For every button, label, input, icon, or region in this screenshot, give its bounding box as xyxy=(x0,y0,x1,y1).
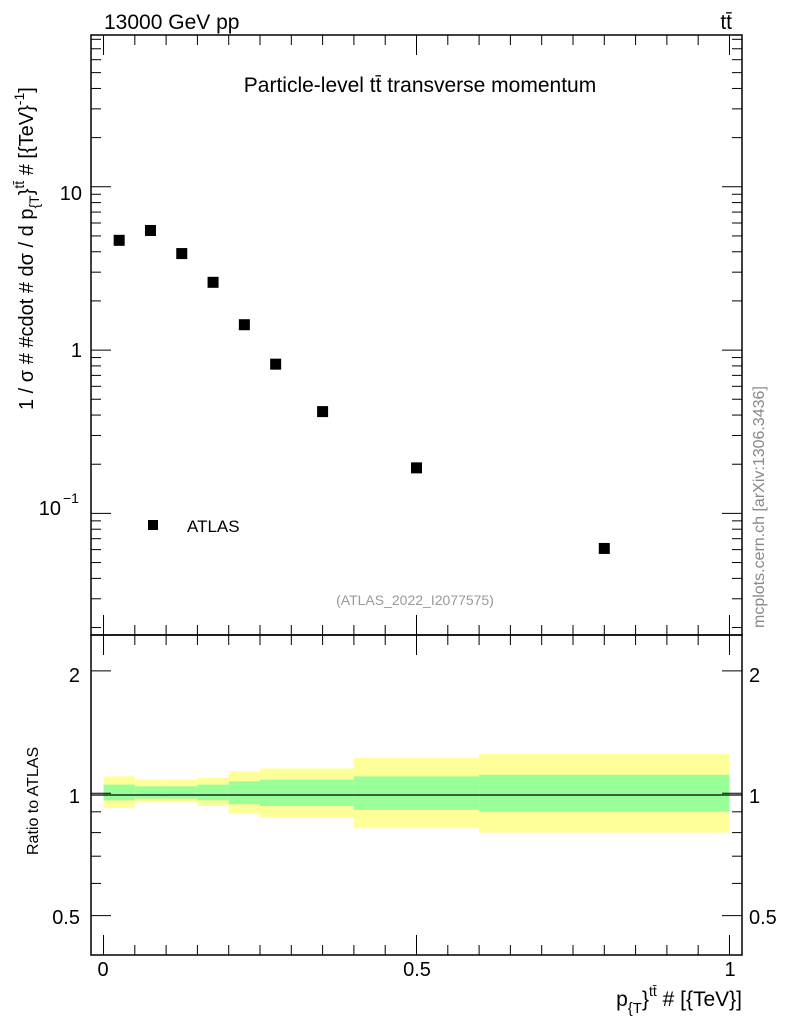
ratio-ytick-label-right-0.5: 0.5 xyxy=(749,907,777,929)
ytick-exponent: −1 xyxy=(63,490,79,506)
data-point xyxy=(598,542,610,554)
xtick-label-0: 0 xyxy=(97,959,108,981)
inner-band xyxy=(166,786,198,799)
inner-band xyxy=(134,786,167,799)
ylabel-sup: } xyxy=(16,188,38,195)
data-point xyxy=(144,224,156,236)
main-ytick-label-1: 1 xyxy=(71,340,82,362)
analysis-id: (ATLAS_2022_I2077575) xyxy=(336,592,494,608)
inner-band xyxy=(353,776,480,810)
ylabel-part-a: 1 / σ # #cdot # dσ / d p xyxy=(16,209,38,410)
energy-label: 13000 GeV pp xyxy=(104,11,239,34)
legend-label: ATLAS xyxy=(187,517,240,536)
ratio-ytick-label-1: 1 xyxy=(69,786,80,808)
ratio-uncertainty-bands xyxy=(103,753,730,833)
xlabel-sub: {T xyxy=(628,1000,642,1017)
ratio-y-axis-label: Ratio to ATLAS xyxy=(25,747,42,855)
data-point xyxy=(207,276,219,288)
main-data-points xyxy=(113,224,610,554)
data-point xyxy=(270,358,282,370)
ylabel-sub: {T xyxy=(26,195,42,209)
plot-title: Particle-level tt̄ transverse momentum xyxy=(244,74,596,97)
xlabel-mid: } xyxy=(642,988,649,1011)
ratio-ytick-label-right-2: 2 xyxy=(749,665,760,687)
xlabel-sup: tt̄ xyxy=(649,983,657,999)
inner-band xyxy=(228,781,261,805)
ylabel-sup2: tt̄ xyxy=(11,181,27,189)
inner-band xyxy=(479,774,730,812)
ratio-ytick-label-2: 2 xyxy=(69,665,80,687)
xlabel-part-b: # [{TeV}] xyxy=(657,988,742,1011)
main-y-axis-label: 1 / σ # #cdot # dσ / d p{T}tt̄ # [{TeV}-… xyxy=(11,87,42,410)
watermark: mcplots.cern.ch [arXiv:1306.3436] xyxy=(751,386,768,628)
data-point xyxy=(113,234,125,246)
xtick-label-1: 1 xyxy=(724,959,735,981)
inner-band xyxy=(260,779,354,807)
main-ytick-label-0.1: 10 −1 xyxy=(39,490,79,520)
main-ytick-label-10: 10 xyxy=(60,183,82,205)
data-point xyxy=(411,462,422,474)
ylabel-part-b: # [{TeV} xyxy=(16,105,38,181)
inner-band xyxy=(103,784,135,801)
main-axis-ticks xyxy=(91,35,742,635)
inner-band xyxy=(197,784,229,801)
ytick-base: 10 xyxy=(39,498,61,520)
data-point xyxy=(176,248,188,260)
xtick-label-0.5: 0.5 xyxy=(403,959,431,981)
ratio-ytick-label-0.5: 0.5 xyxy=(52,907,80,929)
xlabel-part-a: p xyxy=(616,988,628,1011)
ratio-ytick-label-right-1: 1 xyxy=(749,786,760,808)
ratio-axis-ticks xyxy=(91,635,742,955)
main-panel-frame xyxy=(90,34,743,636)
data-point xyxy=(317,406,329,418)
process-label: tt̄ xyxy=(720,11,732,34)
x-axis-label: p{T}tt̄ # [{TeV}] xyxy=(616,983,742,1017)
ylabel-sup3: -1 xyxy=(11,93,27,106)
legend-marker xyxy=(148,520,158,530)
data-point xyxy=(238,319,250,331)
ylabel-part-c: ] xyxy=(16,87,38,93)
